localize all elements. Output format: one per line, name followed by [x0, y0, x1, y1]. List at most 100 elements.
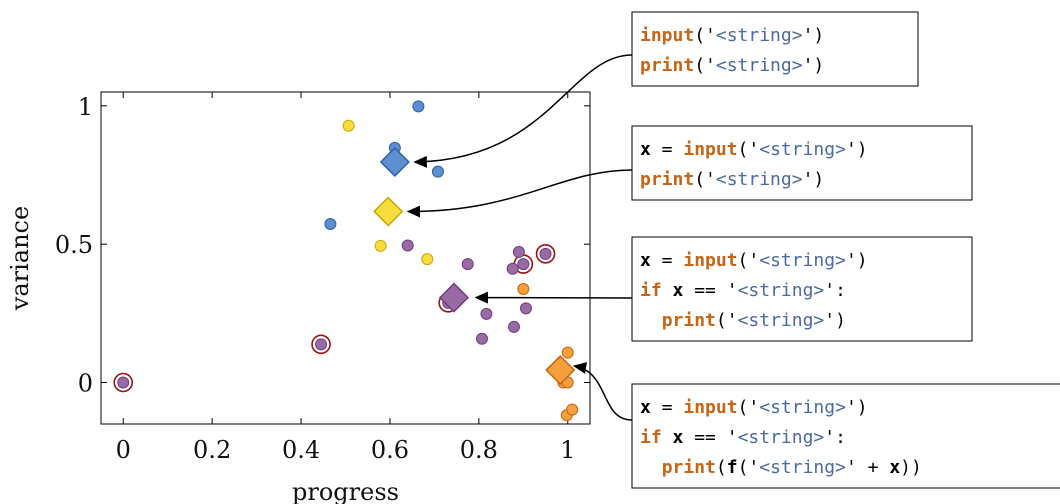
data-point — [480, 307, 493, 320]
code-box — [631, 383, 1060, 489]
code-line: input('<string>') — [640, 25, 824, 46]
y-tick-label: 1 — [78, 93, 93, 121]
data-point — [461, 258, 474, 271]
code-box — [631, 125, 973, 201]
code-token: ': — [824, 427, 846, 448]
code-token: <string> — [716, 55, 803, 76]
code-token — [662, 427, 673, 448]
code-token: (' — [716, 310, 738, 331]
code-line: x = input('<string>') — [640, 250, 868, 271]
code-token: print — [662, 457, 716, 478]
x-tick-label: 0 — [116, 436, 131, 464]
code-token: x — [889, 457, 900, 478]
code-token: == ' — [683, 280, 737, 301]
code-token — [640, 457, 662, 478]
data-point — [117, 376, 130, 389]
code-token: ' + — [846, 457, 889, 478]
cluster-mean-marker — [438, 282, 470, 313]
code-token: input — [683, 250, 737, 271]
code-token: x — [640, 139, 651, 160]
code-token: )) — [900, 457, 922, 478]
data-point — [421, 253, 434, 266]
code-token: x — [640, 250, 651, 271]
code-token: <string> — [716, 25, 803, 46]
x-tick-label: 0.2 — [193, 436, 231, 464]
data-point — [374, 239, 387, 252]
code-line: print('<string>') — [640, 310, 846, 331]
cluster-mean-marker — [545, 354, 576, 386]
code-token: if — [640, 280, 662, 301]
y-tick-label: 0.5 — [55, 231, 93, 259]
code-token: ') — [803, 55, 825, 76]
code-token: = — [651, 250, 684, 271]
data-point — [539, 247, 552, 260]
code-token: <string> — [759, 139, 846, 160]
code-token: (' — [738, 250, 760, 271]
code-box — [631, 11, 919, 87]
code-line: print('<string>') — [640, 169, 824, 190]
data-point — [517, 258, 530, 271]
code-token: <string> — [759, 250, 846, 271]
code-token: ') — [803, 169, 825, 190]
code-token: = — [651, 397, 684, 418]
code-token — [662, 280, 673, 301]
x-tick-label: 0.8 — [460, 436, 498, 464]
code-token: ') — [846, 397, 868, 418]
code-token: <string> — [738, 310, 825, 331]
code-token: x — [673, 427, 684, 448]
code-token: <string> — [716, 169, 803, 190]
code-line: print('<string>') — [640, 55, 824, 76]
code-line: x = input('<string>') — [640, 139, 868, 160]
code-token: input — [683, 397, 737, 418]
cluster-mean-marker — [379, 146, 410, 178]
data-point — [517, 282, 530, 295]
highlight-ring — [113, 372, 134, 393]
code-token: == ' — [683, 427, 737, 448]
data-point — [566, 403, 579, 416]
data-point — [561, 346, 574, 359]
code-token: = — [651, 139, 684, 160]
code-token — [640, 310, 662, 331]
code-token: if — [640, 427, 662, 448]
code-token: (' — [738, 397, 760, 418]
data-point — [475, 332, 488, 345]
code-boxes: input('<string>')print('<string>')x = in… — [631, 11, 1060, 489]
data-point — [507, 320, 520, 333]
data-point — [342, 119, 355, 132]
code-token: (' — [738, 457, 760, 478]
code-token: x — [640, 397, 651, 418]
code-token: input — [683, 139, 737, 160]
code-token: ') — [846, 250, 868, 271]
x-axis-label: progress — [292, 478, 399, 504]
axis-ticks: 0 0.2 0.4 0.6 0.8 1 0 0.5 1 — [55, 92, 590, 464]
code-token: print — [640, 55, 694, 76]
data-point — [412, 100, 425, 113]
code-token: (' — [694, 55, 716, 76]
code-line: print(f('<string>' + x)) — [640, 457, 922, 478]
code-token: ( — [716, 457, 727, 478]
x-tick-label: 1 — [560, 436, 575, 464]
code-token: <string> — [738, 280, 825, 301]
data-point — [431, 165, 444, 178]
cluster-mean-marker — [373, 196, 404, 227]
code-token: (' — [694, 25, 716, 46]
x-tick-label: 0.6 — [371, 436, 409, 464]
highlight-ring — [535, 244, 556, 264]
data-point — [324, 217, 337, 230]
code-line: x = input('<string>') — [640, 397, 868, 418]
y-axis-label: variance — [6, 206, 34, 311]
code-token: (' — [738, 139, 760, 160]
x-tick-label: 0.4 — [282, 436, 320, 464]
code-token: ') — [803, 25, 825, 46]
code-token: f — [727, 457, 738, 478]
code-token: ': — [824, 280, 846, 301]
data-point — [512, 245, 525, 258]
code-token: <string> — [738, 427, 825, 448]
code-token: input — [640, 25, 694, 46]
code-line: if x == '<string>': — [640, 427, 846, 448]
data-point — [401, 239, 414, 252]
code-line: if x == '<string>': — [640, 280, 846, 301]
annotation-arrow — [406, 169, 633, 218]
data-points — [113, 100, 579, 422]
